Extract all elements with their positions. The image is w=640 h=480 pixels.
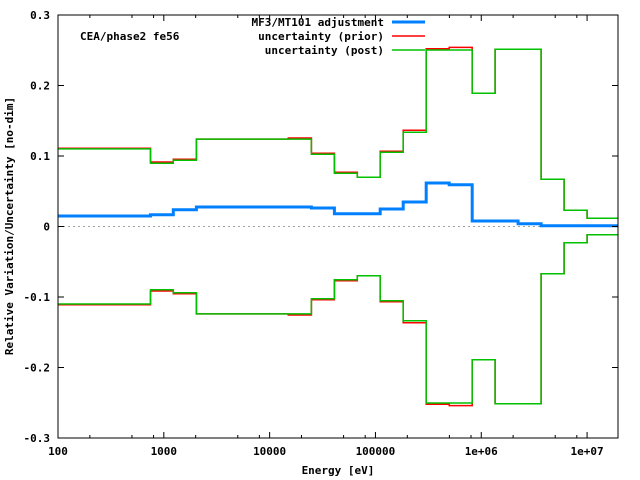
series-line-uncertainty-post (58, 48, 618, 220)
x-tick-label: 1000 (151, 445, 178, 458)
y-axis-label: Relative Variation/Uncertainty [no-dim] (3, 97, 16, 355)
series-line-mf3-mt101-adjustment (58, 181, 618, 228)
x-tick-label: 1e+06 (465, 445, 498, 458)
series-line-uncertainty-prior-negative (58, 233, 618, 407)
x-tick-label: 10000 (253, 445, 286, 458)
y-tick-label: -0.2 (24, 362, 51, 375)
x-tick-label: 1e+07 (571, 445, 604, 458)
x-tick-label: 100000 (356, 445, 396, 458)
legend-label: uncertainty (prior) (258, 30, 384, 43)
y-tick-label: 0.2 (30, 80, 50, 93)
x-axis-label: Energy [eV] (302, 464, 375, 477)
y-tick-label: -0.3 (24, 432, 51, 445)
y-tick-label: -0.1 (24, 291, 51, 304)
y-tick-label: 0 (43, 221, 50, 234)
series-line-uncertainty-post-negative (58, 233, 618, 405)
legend-label: uncertainty (post) (265, 44, 384, 57)
annotation-label: CEA/phase2 fe56 (80, 30, 180, 43)
series-layer (58, 46, 618, 407)
x-tick-label: 100 (48, 445, 68, 458)
series-line-uncertainty-prior (58, 46, 618, 220)
y-tick-label: 0.3 (30, 9, 50, 22)
legend-label: MF3/MT101 adjustment (252, 16, 384, 29)
y-tick-label: 0.1 (30, 150, 50, 163)
